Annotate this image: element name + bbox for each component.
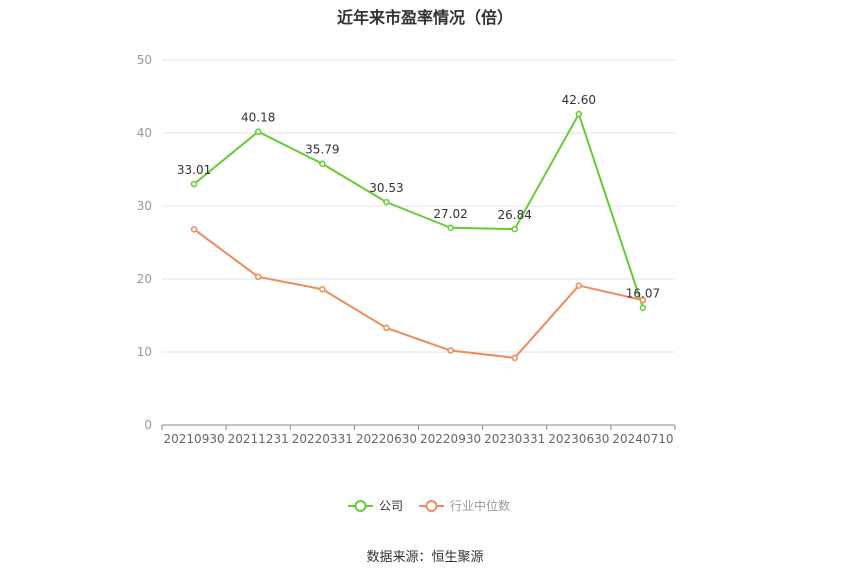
x-tick-label: 20211231 (228, 432, 289, 446)
legend-item: 公司 (348, 499, 403, 513)
data-point (639, 296, 647, 304)
series-line-0 (193, 113, 644, 309)
data-label: 40.18 (241, 111, 275, 125)
x-tick-label: 20220331 (292, 432, 353, 446)
data-labels: 33.01 40.18 35.79 30.53 27.02 26.84 42.60 16.07 (177, 93, 660, 301)
data-label: 16.07 (626, 287, 660, 301)
series-line-1 (193, 228, 644, 359)
legend-swatch-marker (354, 500, 367, 512)
legend-label: 公司 (379, 499, 403, 513)
data-point (639, 304, 647, 311)
legend-swatch-marker (425, 500, 438, 512)
data-label: 26.84 (498, 208, 532, 222)
data-point (254, 273, 262, 281)
grid-lines (162, 59, 675, 353)
legend-item: 行业中位数 (419, 498, 510, 513)
data-point (511, 225, 518, 233)
data-point (190, 180, 198, 188)
y-tick-label: 20 (137, 272, 152, 286)
source-note: 数据来源：恒生聚源 (366, 550, 484, 565)
series-lines (190, 110, 647, 362)
x-tick-label: 20220630 (356, 432, 417, 446)
data-point (575, 282, 583, 289)
y-tick-label: 50 (137, 53, 152, 67)
data-label: 30.53 (369, 181, 403, 195)
y-tick-label: 10 (137, 345, 152, 359)
data-label: 33.01 (177, 163, 211, 177)
data-label: 42.60 (562, 93, 596, 107)
data-point (319, 160, 326, 167)
data-point (190, 226, 198, 233)
data-point (575, 110, 583, 118)
data-point (383, 324, 390, 332)
y-tick-label: 0 (144, 418, 152, 432)
x-tick-label: 20240710 (612, 432, 673, 446)
chart-title: 近年来市盈率情况（倍） (336, 8, 513, 27)
data-point (254, 128, 262, 135)
x-tick-label: 20220930 (420, 432, 481, 446)
data-label: 35.79 (305, 143, 339, 157)
data-point (383, 198, 390, 206)
data-label: 27.02 (433, 207, 467, 221)
x-tick-label: 20230331 (484, 432, 545, 446)
legend: 公司 行业中位数 (348, 498, 510, 513)
y-tick-label: 30 (137, 199, 152, 213)
data-point (319, 285, 326, 293)
legend-label: 行业中位数 (450, 498, 510, 513)
x-tick-label: 20210930 (164, 432, 225, 446)
x-tick-label: 20230630 (548, 432, 609, 446)
data-point (447, 347, 454, 354)
y-tick-label: 40 (137, 126, 152, 140)
data-point (511, 354, 518, 362)
data-point (447, 224, 454, 232)
